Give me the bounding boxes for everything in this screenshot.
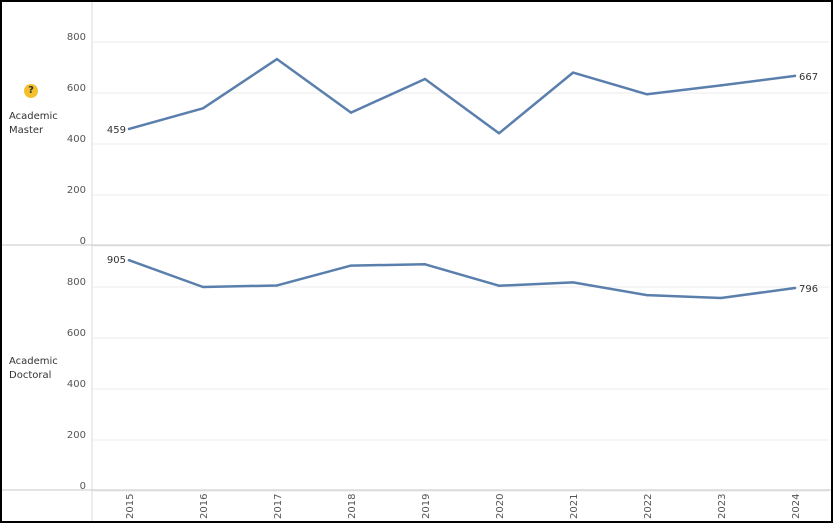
data-point bbox=[571, 71, 575, 74]
x-tick-label: 2023 bbox=[717, 494, 728, 519]
y-tick-label: 0 bbox=[80, 481, 86, 492]
y-tick-label: 600 bbox=[67, 83, 86, 94]
x-tick-label: 2021 bbox=[569, 494, 580, 519]
series-line-academic-master bbox=[127, 57, 797, 135]
data-point bbox=[349, 111, 353, 114]
x-tick-label: 2024 bbox=[791, 494, 802, 519]
data-point bbox=[127, 127, 131, 131]
y-tick-label: 200 bbox=[67, 185, 86, 196]
data-point bbox=[719, 84, 723, 87]
data-point bbox=[349, 264, 353, 267]
data-point bbox=[793, 74, 797, 78]
x-tick-label: 2020 bbox=[495, 494, 506, 519]
end-value-label: 796 bbox=[799, 284, 818, 295]
start-value-label: 905 bbox=[107, 255, 126, 266]
y-tick-label: 400 bbox=[67, 134, 86, 145]
data-point bbox=[423, 77, 427, 81]
y-tick-label: 0 bbox=[80, 236, 86, 247]
x-tick-label: 2019 bbox=[421, 494, 432, 519]
series-line-academic-doctoral bbox=[127, 258, 797, 300]
start-value-label: 459 bbox=[107, 125, 126, 136]
x-tick-label: 2017 bbox=[273, 494, 284, 519]
data-point bbox=[645, 293, 649, 297]
data-point bbox=[275, 284, 279, 287]
x-tick-label: 2015 bbox=[125, 494, 136, 519]
data-point bbox=[645, 93, 649, 96]
row-label-line-2: Doctoral bbox=[9, 370, 52, 381]
y-tick-label: 600 bbox=[67, 328, 86, 339]
data-point bbox=[275, 57, 279, 61]
x-tick-label: 2016 bbox=[199, 494, 210, 519]
y-tick-label: 200 bbox=[67, 430, 86, 441]
row-label-line-1: Academic bbox=[9, 356, 58, 367]
data-point bbox=[719, 296, 723, 300]
question-circle-icon[interactable]: ? bbox=[24, 84, 38, 98]
end-value-label: 667 bbox=[799, 72, 818, 83]
data-point bbox=[571, 281, 575, 284]
data-point bbox=[793, 286, 797, 290]
data-point bbox=[201, 107, 205, 110]
x-tick-label: 2018 bbox=[347, 494, 358, 519]
data-point bbox=[201, 285, 205, 289]
row-label-line-2: Master bbox=[9, 125, 44, 136]
data-point bbox=[423, 263, 427, 266]
x-tick-label: 2022 bbox=[643, 494, 654, 519]
data-point bbox=[127, 259, 131, 262]
y-tick-label: 800 bbox=[67, 32, 86, 43]
y-tick-label: 800 bbox=[67, 277, 86, 288]
row-label-line-1: Academic bbox=[9, 111, 58, 122]
row-label-academic-master: Academic Master bbox=[9, 110, 89, 138]
data-point bbox=[497, 284, 501, 287]
row-label-academic-doctoral: Academic Doctoral bbox=[9, 355, 89, 383]
data-point bbox=[497, 132, 501, 135]
y-tick-label: 400 bbox=[67, 379, 86, 390]
